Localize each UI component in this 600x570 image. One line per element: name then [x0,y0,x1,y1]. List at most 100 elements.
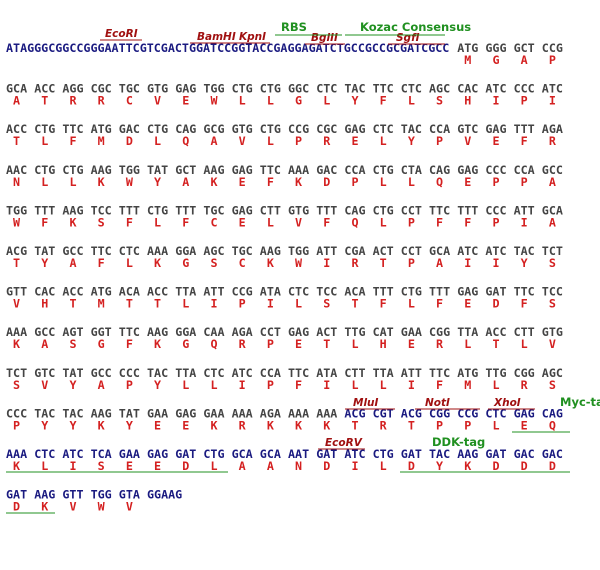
amino-acid: A [210,134,217,148]
amino-acid: I [69,459,76,473]
amino-acid: R [239,337,247,351]
amino-acid: M [98,297,105,311]
codon: TAT [119,406,140,420]
codon: AAA [6,325,27,339]
codon: GTG [232,122,253,136]
codon: GTG [542,325,563,339]
amino-acid: S [549,297,556,311]
codon: GAA [119,447,140,461]
codon: ATG [457,366,478,380]
amino-acid: I [464,256,471,270]
amino-acid: L [41,175,48,189]
amino-acid: H [464,94,471,108]
codon: CCC [514,82,535,96]
amino-acid: V [154,94,161,108]
amino-acid: F [182,215,189,229]
codon: GTG [147,82,168,96]
amino-acid: M [464,378,471,392]
codon: GCC [542,163,563,177]
amino-acid: V [13,297,20,311]
codon: TAC [429,447,450,461]
codon: AGT [62,325,83,339]
codon: AAG [457,447,478,461]
codon: AAG [260,244,281,258]
amino-acid: T [13,134,20,148]
amino-acid: F [380,297,387,311]
codon: GAG [175,82,196,96]
amino-acid: K [210,175,217,189]
codon: CTC [485,406,506,420]
codon: CCT [260,325,281,339]
amino-acid: P [464,418,471,432]
codon: CCA [260,366,281,380]
amino-acid: A [267,459,274,473]
codon: TAC [344,82,365,96]
amino-acid: L [154,215,161,229]
amino-acid: K [464,459,471,473]
amino-acid: D [492,459,499,473]
codon: CAA [203,325,224,339]
codon: AAA [232,406,253,420]
amino-acid: N [295,459,302,473]
codon: CTC [203,366,224,380]
codon: CCC [485,203,506,217]
codon: CCA [514,163,535,177]
codon: TTT [34,203,55,217]
amino-acid: D [408,459,415,473]
amino-acid: W [126,175,134,189]
amino-acid: V [464,134,471,148]
amino-acid: Y [351,94,358,108]
codon: GCA [429,244,450,258]
codon: ACT [373,244,394,258]
codon: GGA [175,244,196,258]
amino-acid: P [492,215,499,229]
amino-acid: I [239,378,246,392]
amino-acid: Q [549,418,556,432]
codon: AAA [288,406,309,420]
codon: TTT [373,285,394,299]
codon: CTC [34,447,55,461]
amino-acid: F [267,175,274,189]
amino-acid: L [492,418,499,432]
amino-acid: I [549,94,556,108]
codon: AGC [429,82,450,96]
codon: CGC [316,122,337,136]
codon: TTG [485,366,506,380]
amino-acid: P [436,134,443,148]
codon: ATT [514,203,535,217]
amino-acid: Y [521,256,528,270]
codon: GAA [203,406,224,420]
amino-acid: L [41,134,48,148]
amino-acid: M [98,134,105,148]
amino-acid: L [267,94,274,108]
amino-acid: P [239,297,246,311]
feature-label: Myc-tag [560,395,600,409]
codon: ACC [34,82,55,96]
codon: ACG [6,244,27,258]
amino-acid: P [295,134,302,148]
codon: GGT [91,325,112,339]
amino-acid: E [351,134,358,148]
amino-acid: F [380,94,387,108]
amino-acid: V [295,215,302,229]
codon: AGC [203,244,224,258]
codon: GAG [344,122,365,136]
codon: ATC [542,82,563,96]
codon: AGA [260,406,281,420]
codon: GTT [6,285,27,299]
amino-acid: K [295,175,302,189]
amino-acid: P [436,418,443,432]
amino-acid: A [549,175,556,189]
codon: TTC [288,366,309,380]
amino-acid: T [380,256,387,270]
feature-label: RBS [281,20,307,34]
amino-acid: K [267,256,274,270]
codon: TTC [373,82,394,96]
codon: GAG [485,122,506,136]
amino-acid: D [126,134,133,148]
amino-acid: T [154,297,161,311]
amino-acid: W [210,94,218,108]
codon: AAC [6,163,27,177]
amino-acid: F [464,215,471,229]
